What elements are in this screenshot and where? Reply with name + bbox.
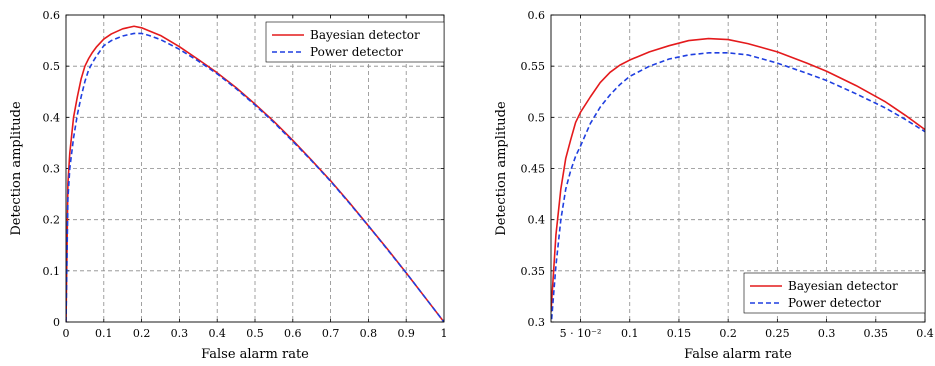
x-tick-label: 0 (63, 327, 70, 340)
y-tick-label: 0.55 (521, 60, 546, 73)
x-tick-label: 0.5 (246, 327, 264, 340)
x-axis-label: False alarm rate (201, 347, 309, 362)
x-tick-label: 1 (441, 327, 448, 340)
legend-label: Bayesian detector (310, 28, 420, 42)
legend-label: Bayesian detector (788, 279, 898, 293)
legend-box (743, 272, 926, 314)
y-tick-label: 0.5 (43, 60, 61, 73)
x-tick-label: 0.2 (133, 327, 151, 340)
x-tick-label: 0.4 (208, 327, 226, 340)
x-axis-label: False alarm rate (684, 347, 792, 362)
x-tick-label: 0.15 (667, 327, 692, 340)
plot-frame (550, 14, 926, 323)
y-tick-label: 0.5 (528, 111, 546, 124)
series-line-bayesian-detector (551, 37, 925, 312)
y-tick-label: 0.1 (43, 265, 61, 278)
chart-panel-1: 0 0.1 0.2 0.3 0.4 0.5 0.6 0.7 0.8 0.9 1 0 0.1 0.2 0.3 0… (9, 9, 448, 362)
legend-box (265, 21, 445, 63)
plot-frame (65, 14, 445, 323)
x-tick-label: 0.6 (284, 327, 302, 340)
x-tick-label: 0.4 (916, 327, 934, 340)
chart-panel-2: 5 · 10⁻² 0.1 0.15 0.2 0.25 0.3 0.35 0.4 0.3 0.35 0… (494, 9, 934, 362)
y-tick-label: 0.2 (43, 214, 61, 227)
x-tick-label: 0.7 (322, 327, 340, 340)
y-tick-label: 0.45 (521, 163, 546, 176)
series-line-power-detector (551, 52, 925, 322)
x-tick-label: 0.9 (397, 327, 415, 340)
legend-label: Power detector (310, 45, 403, 59)
x-tick-label: 0.1 (621, 327, 639, 340)
x-tick-label: 0.1 (95, 327, 113, 340)
x-tick-label: 5 · 10⁻² (560, 327, 602, 340)
series-line-bayesian-detector (66, 25, 444, 322)
y-tick-label: 0.3 (43, 163, 61, 176)
legend: Bayesian detector Power detector (743, 272, 926, 314)
x-tick-label: 0.3 (818, 327, 836, 340)
y-tick-label: 0.4 (43, 111, 61, 124)
x-tick-label: 0.2 (719, 327, 737, 340)
y-tick-label: 0.3 (528, 316, 546, 329)
y-axis-label: Detection amplitude (494, 101, 509, 236)
y-tick-label: 0.6 (528, 9, 546, 22)
series-line-power-detector (66, 32, 444, 322)
y-tick-label: 0 (53, 316, 60, 329)
legend: Bayesian detector Power detector (265, 21, 445, 63)
legend-label: Power detector (788, 296, 881, 310)
y-axis-label: Detection amplitude (9, 101, 24, 236)
y-tick-label: 0.35 (521, 265, 546, 278)
x-tick-label: 0.8 (360, 327, 378, 340)
y-tick-label: 0.4 (528, 214, 546, 227)
x-tick-label: 0.35 (864, 327, 889, 340)
x-tick-label: 0.25 (765, 327, 790, 340)
x-tick-label: 0.3 (171, 327, 189, 340)
y-tick-label: 0.6 (43, 9, 61, 22)
